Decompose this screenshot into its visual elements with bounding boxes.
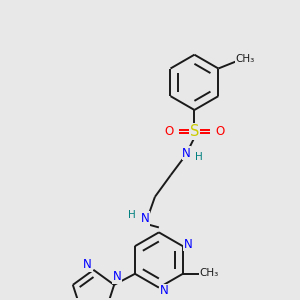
Text: S: S [190, 124, 199, 139]
Text: N: N [141, 212, 149, 225]
Text: N: N [113, 271, 122, 284]
Text: CH₃: CH₃ [200, 268, 219, 278]
Text: N: N [83, 258, 92, 272]
Text: H: H [196, 152, 203, 162]
Text: N: N [159, 284, 168, 297]
Text: N: N [182, 147, 191, 160]
Text: N: N [183, 238, 192, 251]
Text: CH₃: CH₃ [236, 54, 255, 64]
Text: O: O [164, 125, 173, 138]
Text: O: O [215, 125, 225, 138]
Text: H: H [128, 210, 136, 220]
